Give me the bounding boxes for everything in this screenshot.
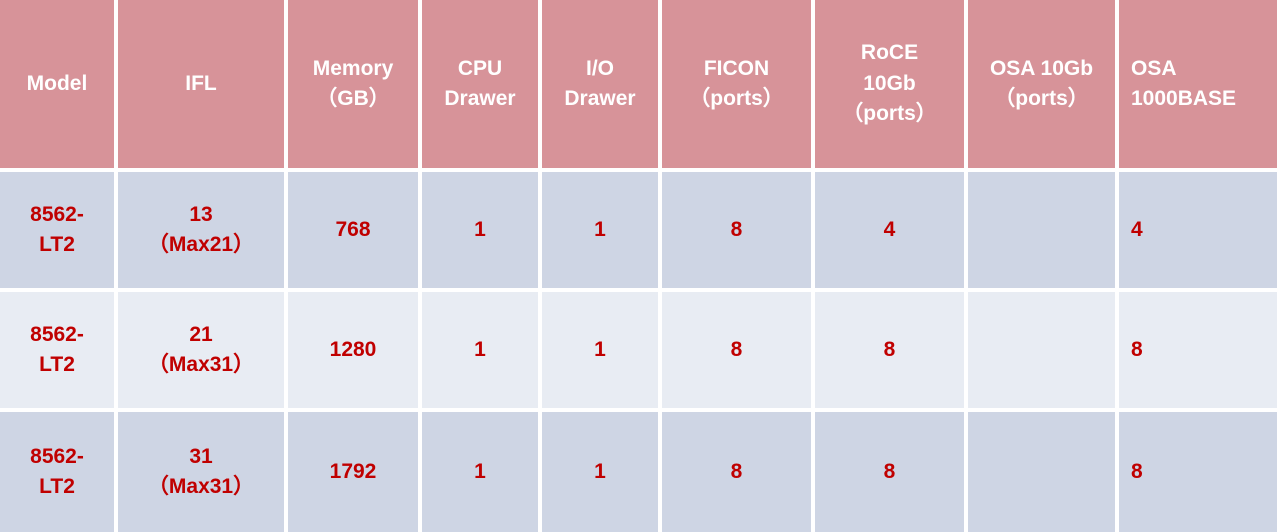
column-header-osa-10gb: OSA 10Gb （ports）	[968, 0, 1119, 172]
column-header-ifl-line1: IFL	[185, 71, 217, 95]
cell-ifl-line2: （Max31）	[147, 353, 255, 376]
cell-ifl: 31 （Max31）	[118, 412, 288, 532]
column-header-io-drawer-line1: I/O	[585, 56, 614, 80]
column-header-memory-line1: Memory	[312, 56, 394, 80]
cell-model-line1: 8562-	[30, 444, 84, 468]
column-header-ficon-line1: FICON	[703, 56, 770, 80]
column-header-io-drawer-line2: Drawer	[564, 87, 636, 110]
cell-cpu-drawer: 1	[422, 412, 542, 532]
column-header-roce-10gb-line1: RoCE	[860, 41, 919, 65]
column-header-cpu-drawer-line2: Drawer	[444, 87, 516, 110]
table-row: 8562- LT2 13 （Max21） 768 1 1 8 4 4	[0, 172, 1277, 292]
cell-osa-10gb	[968, 412, 1119, 532]
column-header-ifl: IFL	[118, 0, 288, 172]
cell-roce-10gb: 4	[815, 172, 968, 292]
cell-roce-10gb: 8	[815, 412, 968, 532]
cell-osa-1000base: 4	[1119, 172, 1277, 292]
cell-ficon: 8	[662, 172, 815, 292]
cell-ifl-line1: 31	[189, 444, 213, 468]
column-header-roce-10gb-line3: （ports）	[842, 102, 937, 126]
column-header-ficon-line2: （ports）	[689, 87, 784, 110]
cell-ifl-line1: 13	[189, 202, 213, 226]
cell-model-line2: LT2	[39, 233, 75, 256]
cell-io-drawer: 1	[542, 412, 662, 532]
table-row: 8562- LT2 21 （Max31） 1280 1 1 8 8 8	[0, 292, 1277, 412]
column-header-model: Model	[0, 0, 118, 172]
column-header-cpu-drawer-line1: CPU	[457, 56, 503, 80]
cell-cpu-drawer: 1	[422, 172, 542, 292]
cell-osa-1000base: 8	[1119, 412, 1277, 532]
cell-io-drawer: 1	[542, 292, 662, 412]
column-header-roce-10gb: RoCE 10Gb （ports）	[815, 0, 968, 172]
column-header-osa-1000base: OSA 1000BASE	[1119, 0, 1277, 172]
cell-model: 8562- LT2	[0, 412, 118, 532]
cell-ifl: 21 （Max31）	[118, 292, 288, 412]
column-header-io-drawer: I/O Drawer	[542, 0, 662, 172]
cell-model: 8562- LT2	[0, 172, 118, 292]
cell-ifl-line2: （Max31）	[147, 475, 255, 498]
column-header-memory: Memory （GB）	[288, 0, 422, 172]
column-header-osa-1000base-line1: OSA	[1131, 56, 1177, 80]
cell-model-line2: LT2	[39, 475, 75, 498]
table-row: 8562- LT2 31 （Max31） 1792 1 1 8 8 8	[0, 412, 1277, 532]
cell-memory: 1792	[288, 412, 422, 532]
cell-ifl: 13 （Max21）	[118, 172, 288, 292]
header-row: Model IFL Memory （GB） CPU Drawer I/O Dra…	[0, 0, 1277, 172]
column-header-osa-10gb-line2: （ports）	[994, 87, 1089, 110]
cell-memory: 1280	[288, 292, 422, 412]
cell-ifl-line1: 21	[189, 322, 213, 346]
cell-roce-10gb: 8	[815, 292, 968, 412]
cell-memory: 768	[288, 172, 422, 292]
cell-osa-10gb	[968, 292, 1119, 412]
column-header-osa-10gb-line1: OSA 10Gb	[989, 56, 1094, 80]
column-header-model-line1: Model	[26, 71, 88, 95]
cell-model: 8562- LT2	[0, 292, 118, 412]
table-body: 8562- LT2 13 （Max21） 768 1 1 8 4 4 8562-…	[0, 172, 1277, 532]
cell-ficon: 8	[662, 412, 815, 532]
cell-model-line1: 8562-	[30, 202, 84, 226]
cell-ifl-line2: （Max21）	[147, 233, 255, 256]
cell-model-line2: LT2	[39, 353, 75, 376]
table-header: Model IFL Memory （GB） CPU Drawer I/O Dra…	[0, 0, 1277, 172]
cell-osa-1000base: 8	[1119, 292, 1277, 412]
column-header-cpu-drawer: CPU Drawer	[422, 0, 542, 172]
cell-io-drawer: 1	[542, 172, 662, 292]
cell-model-line1: 8562-	[30, 322, 84, 346]
column-header-ficon: FICON （ports）	[662, 0, 815, 172]
cell-ficon: 8	[662, 292, 815, 412]
column-header-osa-1000base-line2: 1000BASE	[1131, 87, 1237, 110]
cell-cpu-drawer: 1	[422, 292, 542, 412]
column-header-roce-10gb-line2: 10Gb	[863, 71, 916, 95]
column-header-memory-line2: （GB）	[316, 87, 390, 110]
cell-osa-10gb	[968, 172, 1119, 292]
